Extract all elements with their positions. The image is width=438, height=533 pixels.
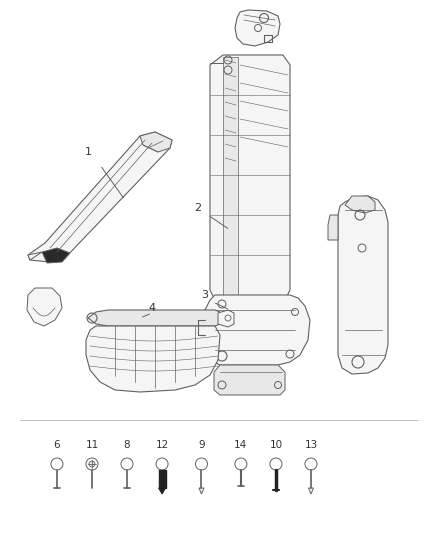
Polygon shape [88,310,222,326]
Polygon shape [140,132,172,152]
Polygon shape [214,365,285,395]
Circle shape [305,458,317,470]
Circle shape [235,458,247,470]
Text: 11: 11 [85,440,99,450]
Polygon shape [345,196,375,213]
Polygon shape [42,248,70,263]
Circle shape [195,458,208,470]
Text: 3: 3 [201,290,208,300]
Text: 12: 12 [155,440,169,450]
Text: 1: 1 [85,147,92,157]
Text: 14: 14 [234,440,247,450]
Polygon shape [308,488,314,494]
Polygon shape [338,196,388,374]
Polygon shape [223,57,238,298]
Text: 4: 4 [148,303,155,313]
Polygon shape [328,215,338,240]
Polygon shape [159,488,166,494]
Bar [159,470,166,488]
Polygon shape [27,288,62,326]
Polygon shape [218,310,234,327]
Text: 10: 10 [269,440,283,450]
Polygon shape [28,252,42,260]
Text: 2: 2 [194,203,201,213]
Text: 13: 13 [304,440,318,450]
Text: 8: 8 [124,440,131,450]
Text: 9: 9 [198,440,205,450]
Text: 6: 6 [53,440,60,450]
Polygon shape [235,10,280,46]
Polygon shape [28,132,172,262]
Circle shape [86,458,98,470]
Polygon shape [86,326,220,392]
Circle shape [156,458,168,470]
Circle shape [89,461,95,467]
Circle shape [121,458,133,470]
Polygon shape [210,55,290,300]
Polygon shape [205,295,310,365]
Circle shape [270,458,282,470]
Circle shape [51,458,63,470]
Polygon shape [199,488,204,494]
